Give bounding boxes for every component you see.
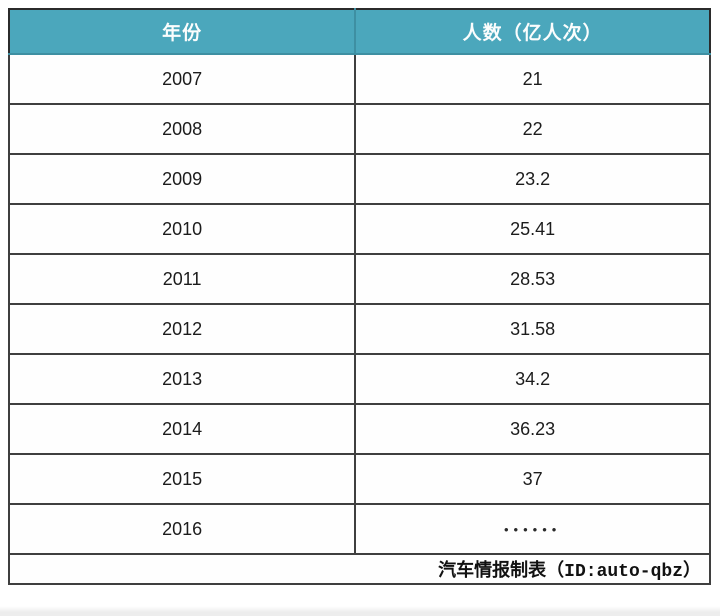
- cell-year: 2012: [7, 303, 357, 355]
- passenger-volume-table: 年份 人数（亿人次） 2007 21 2008 22 2009 23.2 201…: [7, 8, 711, 585]
- table-row: 2009 23.2: [7, 153, 711, 205]
- table-footer-row: 汽车情报制表（ID:auto-qbz）: [8, 553, 711, 585]
- cell-year: 2007: [7, 53, 357, 105]
- cell-value: 37: [354, 453, 711, 505]
- table-row: 2008 22: [7, 103, 711, 155]
- cell-year: 2013: [7, 353, 357, 405]
- header-passenger-count: 人数（亿人次）: [354, 8, 711, 55]
- cell-value: 22: [354, 103, 711, 155]
- table-row: 2011 28.53: [7, 253, 711, 305]
- cell-value: 23.2: [354, 153, 711, 205]
- table-body: 2007 21 2008 22 2009 23.2 2010 25.41 201…: [7, 53, 711, 585]
- cell-year: 2014: [7, 403, 357, 455]
- cell-year: 2010: [7, 203, 357, 255]
- cell-value: 28.53: [354, 253, 711, 305]
- table-row: 2010 25.41: [7, 203, 711, 255]
- table-row: 2012 31.58: [7, 303, 711, 355]
- cell-year: 2015: [7, 453, 357, 505]
- header-year: 年份: [7, 8, 357, 55]
- cell-value: 21: [354, 53, 711, 105]
- cell-year: 2011: [7, 253, 357, 305]
- table-row: 2007 21: [7, 53, 711, 105]
- cell-value: 34.2: [354, 353, 711, 405]
- table-row: 2015 37: [7, 453, 711, 505]
- cell-year: 2008: [7, 103, 357, 155]
- table-row: 2016 ••••••: [7, 503, 711, 555]
- table-row: 2013 34.2: [7, 353, 711, 405]
- cell-year: 2009: [7, 153, 357, 205]
- cell-value: 25.41: [354, 203, 711, 255]
- table-header-row: 年份 人数（亿人次）: [7, 8, 711, 55]
- cell-value-ellipsis: ••••••: [354, 503, 711, 555]
- cell-year: 2016: [7, 503, 357, 555]
- table-footer-credit: 汽车情报制表（ID:auto-qbz）: [8, 553, 711, 585]
- cell-value: 31.58: [354, 303, 711, 355]
- cell-value: 36.23: [354, 403, 711, 455]
- table-row: 2014 36.23: [7, 403, 711, 455]
